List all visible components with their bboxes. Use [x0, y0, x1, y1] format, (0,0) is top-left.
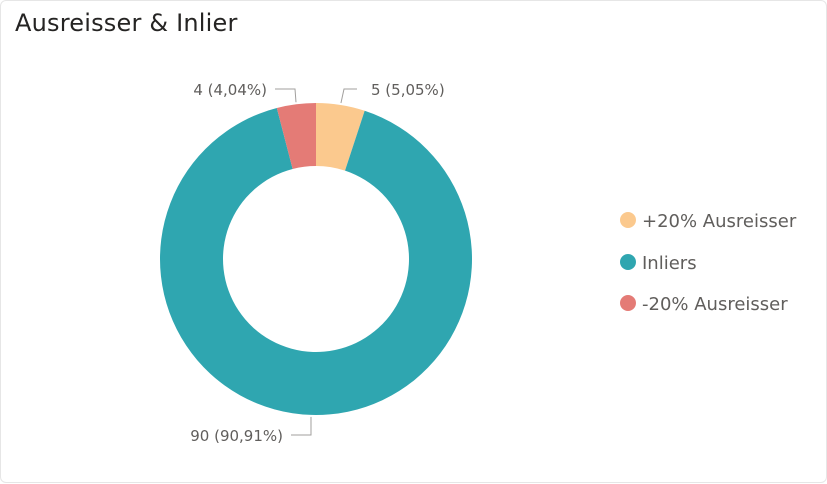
legend-marker-minus20 [620, 295, 636, 311]
legend-label-inliers: Inliers [642, 253, 697, 274]
leader-inliers [291, 416, 312, 436]
slice-inliers[interactable] [160, 108, 473, 415]
leader-plus20-ausreisser [340, 88, 357, 104]
data-labels: 5 (5,05%) 90 (90,91%) 4 (4,04%) [190, 81, 444, 445]
label-leader-lines [275, 88, 357, 436]
legend-marker-plus20 [620, 212, 636, 228]
legend-item-minus20[interactable]: -20% Ausreisser [620, 294, 788, 315]
donut-slices [160, 103, 473, 415]
label-plus20-ausreisser: 5 (5,05%) [371, 81, 445, 99]
label-minus20-ausreisser: 4 (4,04%) [193, 81, 267, 99]
legend-item-inliers[interactable]: Inliers [620, 253, 697, 274]
legend-marker-inliers [620, 254, 636, 270]
label-inliers: 90 (90,91%) [190, 427, 283, 445]
leader-minus20-ausreisser [275, 88, 297, 103]
legend-label-plus20: +20% Ausreisser [642, 211, 797, 232]
slice-plus20-ausreisser[interactable] [316, 103, 365, 171]
legend[interactable]: +20% Ausreisser Inliers -20% Ausreisser [620, 211, 797, 315]
legend-label-minus20: -20% Ausreisser [642, 294, 788, 315]
slice-minus20-ausreisser[interactable] [276, 103, 316, 169]
chart-title: Ausreisser & Inlier [15, 9, 238, 37]
legend-item-plus20[interactable]: +20% Ausreisser [620, 211, 797, 232]
